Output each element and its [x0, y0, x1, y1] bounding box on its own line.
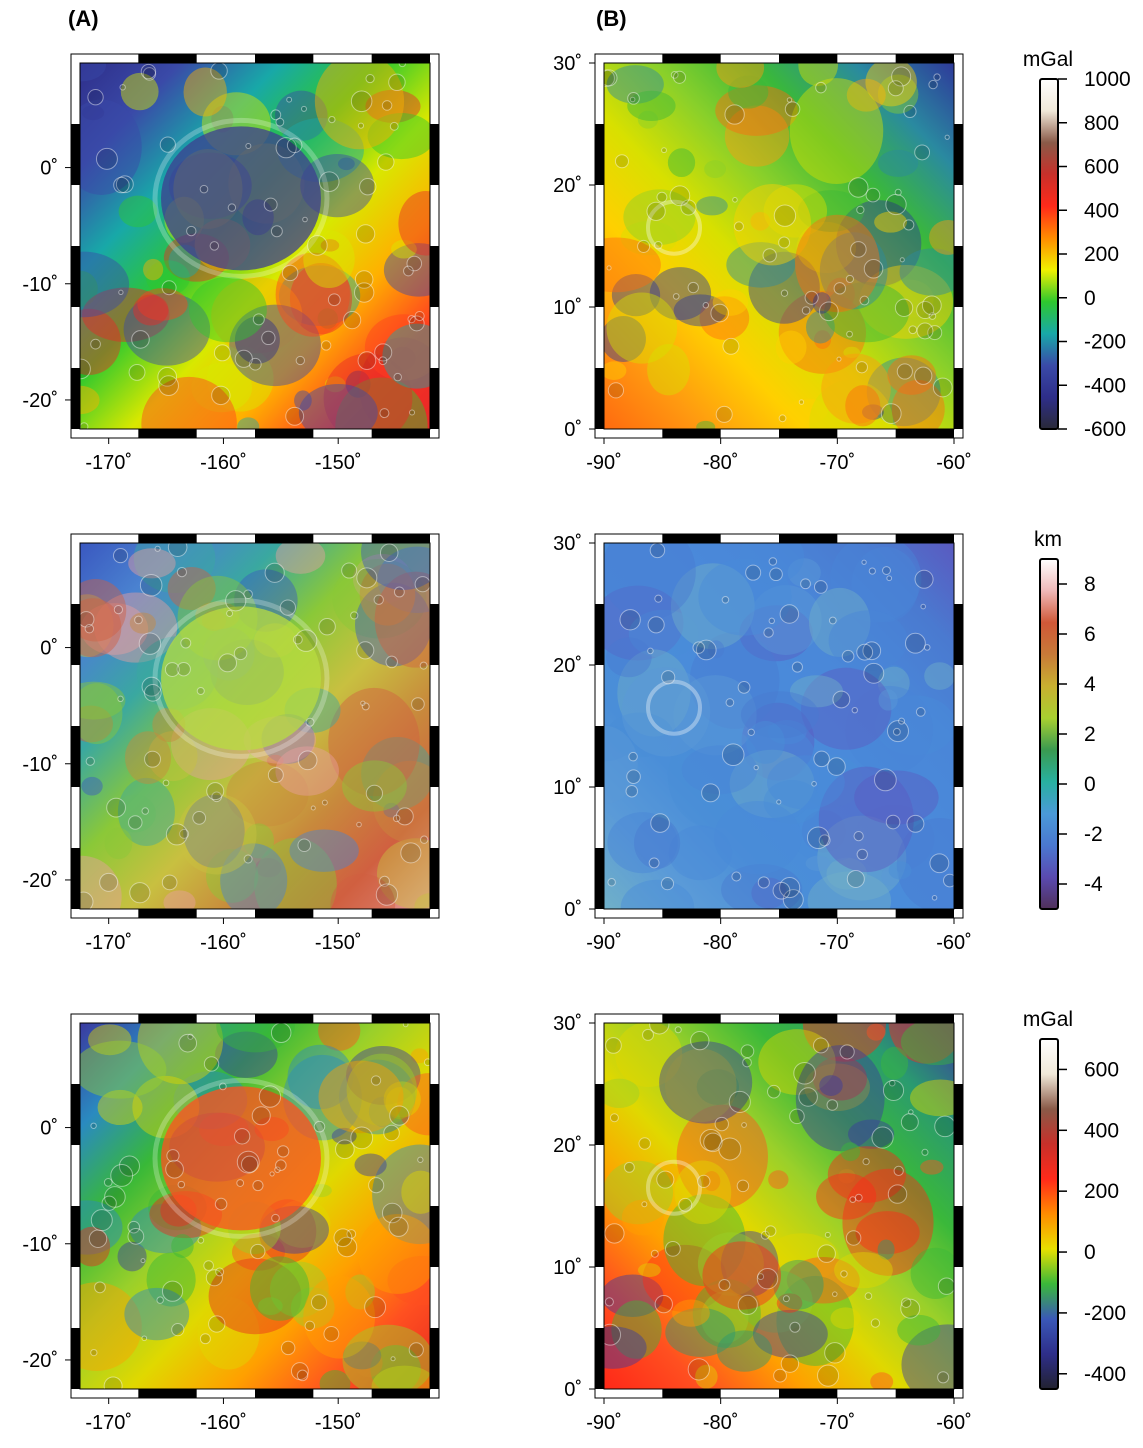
lat-tick-label: 20˚ — [553, 175, 582, 197]
colorbar-tick-label: 400 — [1084, 199, 1119, 222]
lat-tick-label: 10˚ — [553, 777, 582, 799]
lon-tick-label: -150˚ — [315, 1412, 362, 1434]
lat-tick-label: 20˚ — [553, 655, 582, 677]
lon-tick-label: -60˚ — [936, 1412, 972, 1434]
colorbar-tick-label: 2 — [1084, 723, 1096, 746]
lat-tick-label: 0˚ — [40, 158, 58, 180]
panel-label-a: (A) — [68, 6, 99, 31]
colorbar-gradient — [1039, 1038, 1059, 1390]
lat-tick-label: -20˚ — [22, 1350, 58, 1372]
colorbar-gradient — [1039, 78, 1059, 430]
lon-tick-label: -170˚ — [85, 452, 132, 474]
colorbar-tick-label: -2 — [1084, 823, 1103, 846]
colorbar-2: km 8 6 4 2 0 -2 -4 — [1034, 528, 1103, 910]
colorbar-tick-label: 600 — [1084, 1058, 1119, 1081]
lon-tick-label: -70˚ — [820, 452, 856, 474]
lon-tick-label: -80˚ — [703, 932, 739, 954]
lat-tick-label: 0˚ — [564, 1379, 582, 1401]
colorbar-tick-label: -400 — [1084, 374, 1126, 397]
colorbar-tick-label: 6 — [1084, 623, 1096, 646]
map-panel-a-3 — [80, 1023, 430, 1389]
lon-tick-label: -80˚ — [703, 452, 739, 474]
lat-tick-label: 0˚ — [564, 419, 582, 441]
lat-tick-label: 0˚ — [40, 638, 58, 660]
colorbar-tick-label: -200 — [1084, 331, 1126, 354]
lat-tick-label: -20˚ — [22, 390, 58, 412]
lon-tick-label: -160˚ — [200, 932, 247, 954]
colorbar-unit: mGal — [1023, 1008, 1073, 1031]
colorbar-tick-label: 0 — [1084, 287, 1096, 310]
lat-tick-label: 30˚ — [553, 53, 582, 75]
basin-feature — [161, 126, 321, 271]
lon-tick-label: -90˚ — [586, 1412, 622, 1434]
lon-tick-label: -90˚ — [586, 452, 622, 474]
colorbar-tick-label: 4 — [1084, 673, 1096, 696]
lon-tick-label: -160˚ — [200, 1412, 247, 1434]
map-base — [604, 63, 954, 429]
colorbar-tick-label: 400 — [1084, 1119, 1119, 1142]
colorbar-tick-label: -4 — [1084, 873, 1103, 896]
colorbar-tick-label: 800 — [1084, 112, 1119, 135]
panel-label-b: (B) — [596, 6, 627, 31]
lat-tick-label: 0˚ — [564, 899, 582, 921]
crater-ring — [646, 679, 702, 736]
lat-tick-label: -10˚ — [22, 754, 58, 776]
colorbar-3: mGal 600 400 200 0 -200 -400 — [1023, 1008, 1126, 1390]
lon-tick-label: -70˚ — [820, 932, 856, 954]
lon-tick-label: -70˚ — [820, 1412, 856, 1434]
lat-tick-label: 30˚ — [553, 1013, 582, 1035]
colorbar-unit: km — [1034, 528, 1062, 551]
lat-tick-label: 10˚ — [553, 1257, 582, 1279]
lon-tick-label: -60˚ — [936, 932, 972, 954]
map-panel-a-2 — [80, 543, 430, 909]
lon-tick-label: -170˚ — [85, 1412, 132, 1434]
map-base — [604, 1023, 954, 1389]
lat-tick-label: -20˚ — [22, 870, 58, 892]
crater-ring — [646, 199, 702, 256]
lon-tick-label: -170˚ — [85, 932, 132, 954]
map-panel-b-1 — [604, 63, 954, 429]
colorbar-tick-label: -600 — [1084, 418, 1126, 441]
colorbar-tick-label: -400 — [1084, 1363, 1126, 1386]
lon-tick-label: -160˚ — [200, 452, 247, 474]
colorbar-1: mGal 1000 800 600 400 200 0 -200 -400 -600 — [1023, 48, 1131, 441]
lat-tick-label: 0˚ — [40, 1118, 58, 1140]
colorbar-tick-label: 200 — [1084, 1180, 1119, 1203]
basin-feature — [161, 606, 321, 751]
colorbar-gradient — [1039, 558, 1059, 910]
lat-tick-label: 20˚ — [553, 1135, 582, 1157]
lat-tick-label: 30˚ — [553, 533, 582, 555]
crater-ring — [646, 1159, 702, 1216]
basin-feature — [161, 1086, 321, 1231]
lat-tick-label: 10˚ — [553, 297, 582, 319]
lon-tick-label: -80˚ — [703, 1412, 739, 1434]
colorbar-tick-label: 0 — [1084, 1241, 1096, 1264]
map-panel-b-2 — [604, 543, 954, 909]
lon-tick-label: -150˚ — [315, 452, 362, 474]
lon-tick-label: -90˚ — [586, 932, 622, 954]
colorbar-tick-label: -200 — [1084, 1302, 1126, 1325]
colorbar-tick-label: 8 — [1084, 573, 1096, 596]
colorbar-tick-label: 0 — [1084, 773, 1096, 796]
lat-tick-label: -10˚ — [22, 1234, 58, 1256]
lon-tick-label: -60˚ — [936, 452, 972, 474]
map-base — [604, 543, 954, 909]
lon-tick-label: -150˚ — [315, 932, 362, 954]
map-panel-a-1 — [80, 63, 430, 429]
colorbar-tick-label: 200 — [1084, 243, 1119, 266]
colorbar-unit: mGal — [1023, 48, 1073, 71]
colorbar-tick-label: 1000 — [1084, 68, 1131, 91]
lat-tick-label: -10˚ — [22, 274, 58, 296]
colorbar-tick-label: 600 — [1084, 156, 1119, 179]
map-panel-b-3 — [604, 1023, 954, 1389]
